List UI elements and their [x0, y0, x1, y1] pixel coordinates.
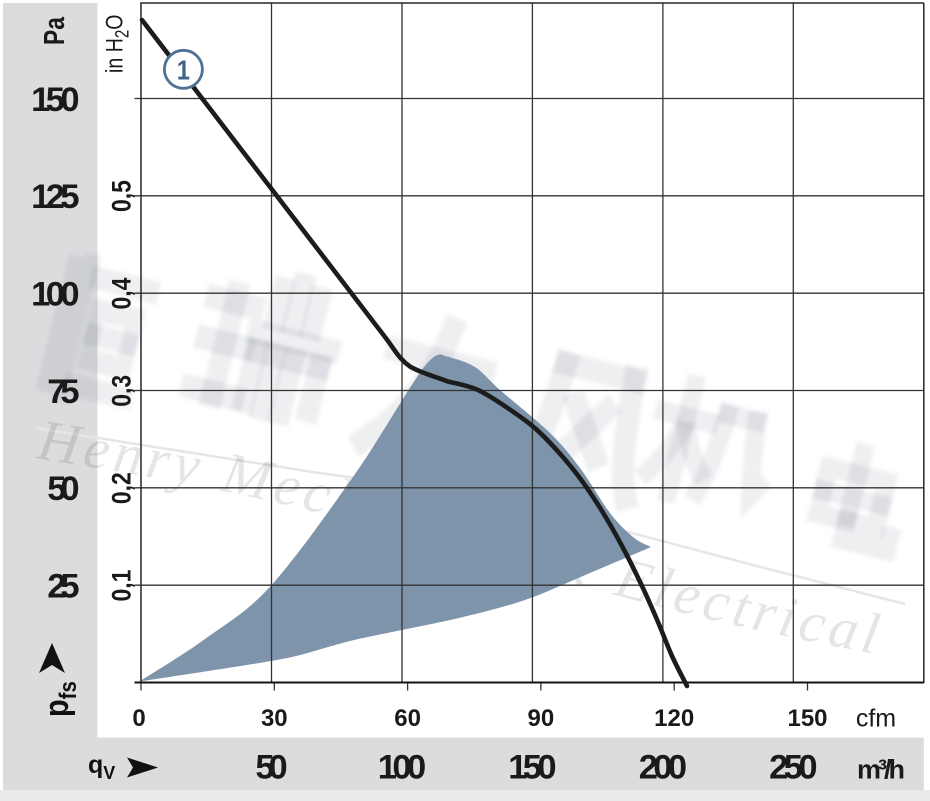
svg-text:0,4: 0,4	[107, 278, 137, 310]
svg-text:150: 150	[787, 705, 827, 732]
svg-text:250: 250	[769, 749, 817, 787]
svg-text:0,1: 0,1	[107, 570, 137, 602]
svg-text:Pa: Pa	[40, 17, 71, 45]
svg-text:200: 200	[639, 749, 687, 787]
svg-text:150: 150	[508, 749, 556, 787]
svg-text:qV: qV	[88, 751, 115, 783]
svg-text:25: 25	[47, 568, 79, 606]
svg-text:in H2O: in H2O	[100, 14, 133, 73]
svg-text:m³/h: m³/h	[857, 755, 905, 785]
svg-text:0,2: 0,2	[107, 472, 137, 504]
svg-text:75: 75	[47, 373, 79, 411]
svg-text:100: 100	[378, 749, 426, 787]
svg-text:120: 120	[654, 705, 694, 732]
svg-text:60: 60	[394, 705, 421, 732]
svg-text:cfm: cfm	[856, 704, 896, 732]
svg-text:30: 30	[261, 705, 288, 732]
svg-text:1: 1	[177, 55, 190, 85]
svg-text:125: 125	[31, 178, 79, 216]
svg-text:100: 100	[31, 276, 79, 314]
svg-text:50: 50	[255, 749, 287, 787]
svg-text:0,5: 0,5	[107, 180, 137, 212]
svg-text:50: 50	[47, 470, 79, 508]
svg-text:90: 90	[528, 705, 555, 732]
svg-text:150: 150	[31, 81, 79, 119]
svg-text:0: 0	[132, 705, 145, 732]
svg-text:0,3: 0,3	[107, 375, 137, 407]
